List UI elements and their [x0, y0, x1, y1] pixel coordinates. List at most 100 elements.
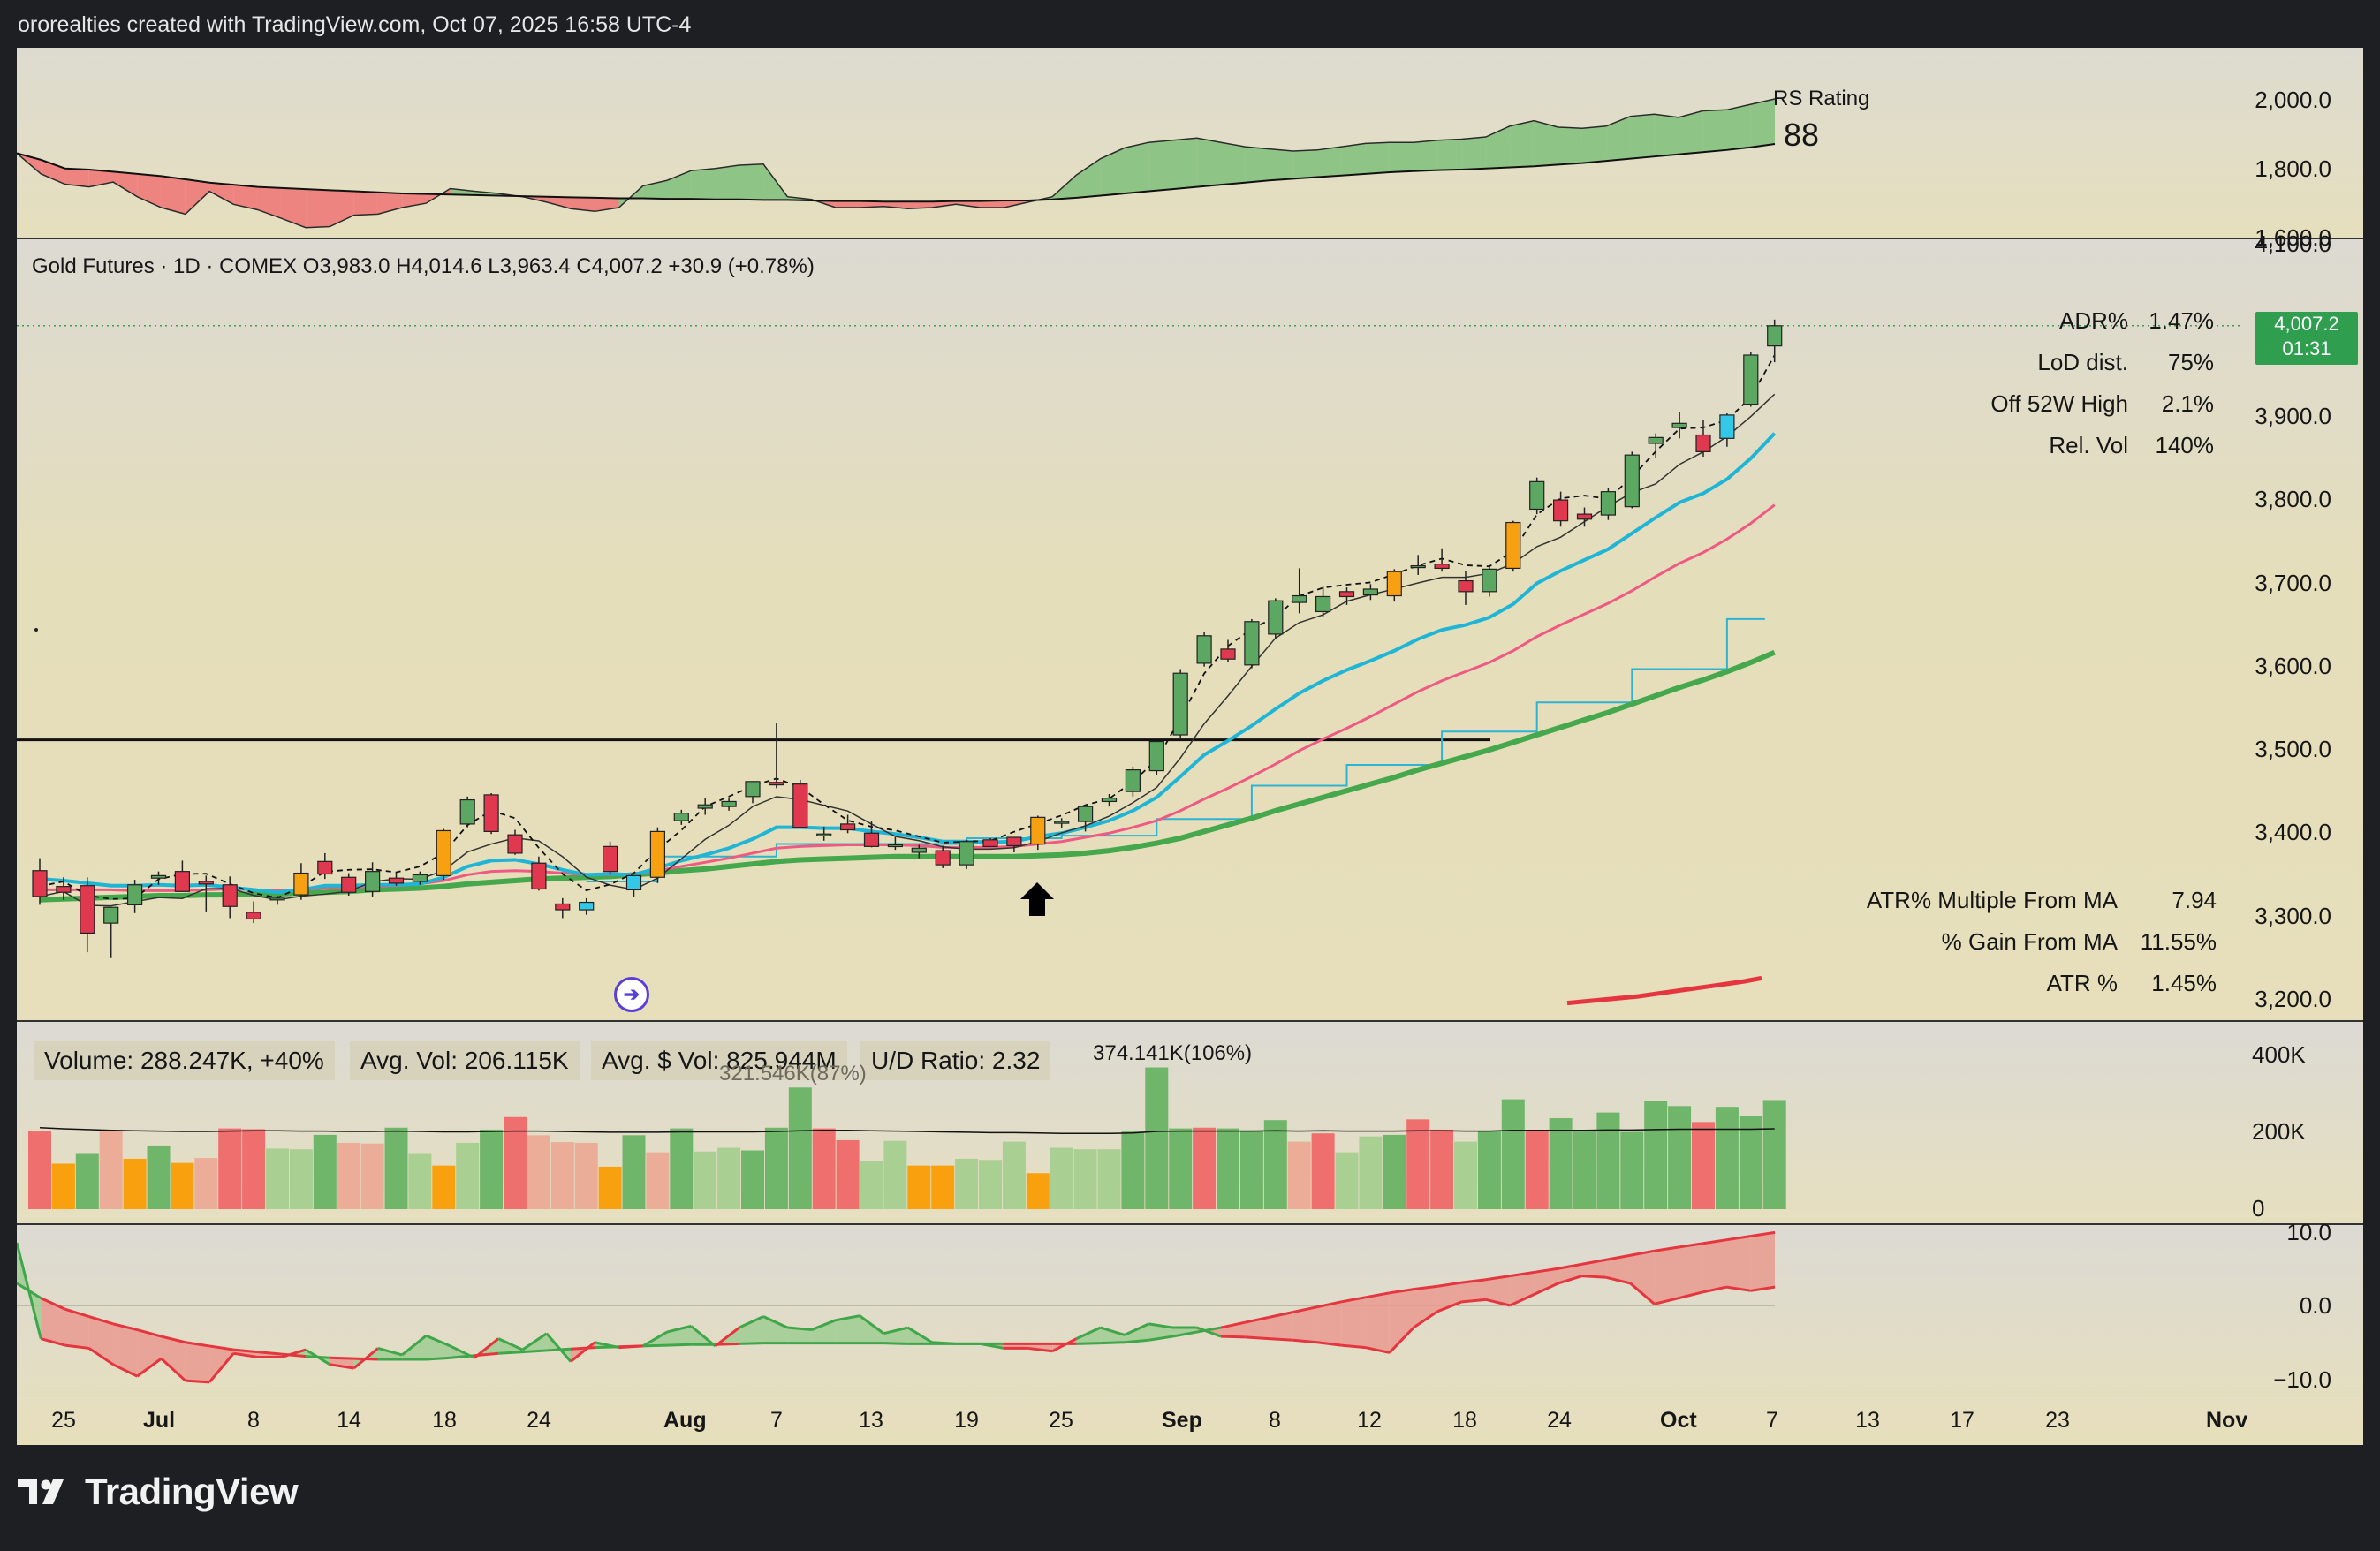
ud-ratio-box: U/D Ratio: 2.32 — [860, 1041, 1051, 1080]
osc-line-segment — [1148, 1322, 1173, 1329]
volume-bar — [955, 1158, 979, 1209]
osc-line-segment — [281, 1348, 307, 1358]
osc-line-segment — [87, 1347, 114, 1366]
volume-bar — [1668, 1106, 1692, 1209]
candle-body — [459, 798, 475, 825]
time-axis-label: 24 — [527, 1408, 551, 1433]
rs-fill-segment — [1389, 142, 1414, 173]
rs-fill-segment — [691, 168, 716, 200]
volume-average-line — [39, 1127, 1775, 1134]
step-line — [586, 617, 1765, 882]
rs-rating-value: 88 — [1784, 117, 1820, 153]
volume-bar — [51, 1163, 75, 1209]
candle-body — [721, 800, 737, 807]
rs-fill-segment — [1414, 140, 1438, 171]
stat-label: ATR % — [2046, 970, 2118, 996]
osc-line-segment — [859, 1314, 885, 1335]
dividend-event-icon[interactable]: ➔ — [614, 977, 649, 1012]
rs-fill-segment — [715, 165, 739, 200]
volume-bar — [836, 1139, 860, 1209]
osc-line-segment — [1581, 1275, 1607, 1279]
rs-fill-segment — [88, 169, 114, 187]
osc-fill-segment — [763, 1316, 788, 1343]
osc-line-segment — [1245, 1335, 1270, 1341]
volume-bar — [1762, 1100, 1786, 1209]
candle-body — [317, 860, 333, 875]
price-axis-tick: 3,600.0 — [2255, 652, 2331, 679]
osc-line-segment — [545, 1332, 572, 1363]
candle-body — [483, 794, 499, 833]
osc-smooth-segment — [112, 1322, 138, 1332]
osc-fill-segment — [41, 1298, 65, 1346]
osc-line-segment — [474, 1337, 500, 1359]
candle-body — [649, 830, 666, 878]
osc-line-segment — [1341, 1343, 1366, 1350]
osc-line-segment — [594, 1341, 619, 1350]
candle-body — [1125, 769, 1141, 792]
candle-body — [1101, 798, 1118, 803]
osc-smooth-segment — [1437, 1281, 1462, 1288]
tradingview-brand: TradingView — [85, 1471, 299, 1512]
rs-fill-segment — [907, 201, 932, 209]
candle-body — [1030, 816, 1046, 845]
osc-line-segment — [377, 1346, 403, 1357]
osc-fill-segment — [1630, 1251, 1655, 1305]
candle-body — [1624, 454, 1640, 508]
candle-body — [1458, 579, 1474, 593]
volume-bar — [28, 1131, 51, 1209]
rs-fill-segment — [667, 170, 692, 200]
stat-value: 1.47% — [2149, 307, 2214, 334]
price-axis-tick: 3,300.0 — [2255, 902, 2331, 929]
time-axis-label: 7 — [1766, 1408, 1778, 1433]
osc-smooth-segment — [642, 1343, 668, 1348]
osc-line-segment — [330, 1363, 354, 1370]
osc-smooth-segment — [546, 1347, 572, 1352]
rs-fill-segment — [353, 191, 378, 216]
volume-bar — [574, 1142, 598, 1209]
rs-fill-segment — [306, 189, 330, 228]
candle-body — [1719, 414, 1735, 439]
volume-bar — [384, 1127, 408, 1209]
rs-fill-segment — [1558, 126, 1582, 165]
osc-line-segment — [1605, 1275, 1631, 1285]
price-axis-tick: 4,100.0 — [2255, 231, 2331, 258]
rs-fill-segment — [1485, 125, 1511, 169]
osc-line-segment — [1629, 1282, 1656, 1305]
time-axis-label: 19 — [954, 1408, 979, 1433]
osc-fill-segment — [161, 1336, 186, 1381]
osc-line-segment — [112, 1363, 138, 1378]
osc-fill-segment — [1606, 1255, 1631, 1283]
candle-body — [697, 804, 713, 809]
time-axis-label: 18 — [1452, 1408, 1477, 1433]
chart-area[interactable]: RS Rating 88 Gold Futures · 1D · COMEX O… — [17, 48, 2363, 1445]
osc-line-segment — [1220, 1335, 1246, 1339]
volume-bar — [883, 1140, 907, 1209]
candle-body — [1244, 621, 1260, 666]
volume-bar — [1263, 1120, 1287, 1209]
osc-smooth-segment — [161, 1335, 186, 1344]
osc-smooth-segment — [522, 1349, 547, 1354]
osc-smooth-segment — [40, 1297, 66, 1311]
last-price-value: 4,007.2 — [2274, 313, 2339, 335]
symbol-ohlc-line: Gold Futures · 1D · COMEX O3,983.0 H4,01… — [32, 254, 815, 278]
rs-fill-segment — [1269, 148, 1293, 181]
rs-fill-segment — [1365, 142, 1390, 174]
volume-bar — [337, 1142, 360, 1209]
osc-smooth-segment — [233, 1348, 258, 1354]
rs-axis-tick: 1,800.0 — [2255, 155, 2331, 182]
osc-smooth-segment — [1365, 1291, 1391, 1299]
osc-line-segment — [64, 1343, 89, 1350]
time-axis-label: 14 — [337, 1408, 361, 1433]
osc-fill-segment — [1485, 1275, 1511, 1305]
osc-line-segment — [1316, 1341, 1342, 1347]
rs-rating-line — [17, 143, 1776, 203]
rs-fill-segment — [1750, 99, 1775, 148]
chart-svg[interactable] — [17, 48, 2363, 1445]
time-axis-label: 13 — [1855, 1408, 1880, 1433]
osc-line-segment — [521, 1332, 548, 1351]
osc-smooth-segment — [426, 1356, 451, 1361]
volume-bar — [1573, 1131, 1596, 1209]
candle-body — [1767, 325, 1783, 347]
osc-fill-segment — [64, 1309, 89, 1349]
osc-fill-segment — [860, 1315, 884, 1343]
